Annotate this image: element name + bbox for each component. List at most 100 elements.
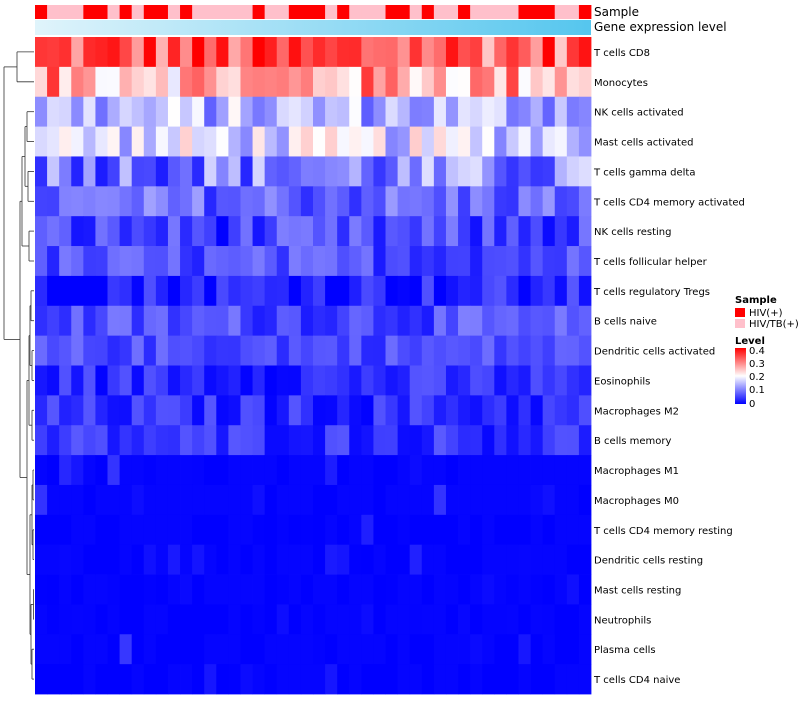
row-label: Dendritic cells resting	[594, 556, 703, 567]
heatmap-cell	[288, 246, 302, 277]
expression-annotation-label: Gene expression level	[594, 20, 727, 34]
row-label: T cells CD8	[593, 48, 650, 59]
heatmap-cell	[397, 246, 411, 277]
heatmap-cell	[506, 484, 519, 516]
heatmap-cell	[59, 156, 72, 187]
heatmap-cell	[530, 634, 544, 665]
heatmap-cell	[59, 634, 72, 665]
heatmap-cell	[59, 484, 72, 516]
heatmap-cell	[107, 246, 121, 277]
heatmap-cell	[421, 96, 435, 127]
heatmap-cell	[180, 634, 193, 665]
heatmap-cell	[204, 186, 217, 217]
heatmap-cell	[155, 96, 169, 127]
heatmap-cell	[566, 335, 580, 366]
heatmap-cell	[228, 275, 241, 307]
heatmap-cell	[554, 305, 568, 337]
heatmap-cell	[397, 275, 411, 307]
heatmap-cell	[397, 604, 411, 635]
heatmap-cell	[433, 664, 447, 695]
heatmap-cell	[180, 544, 193, 575]
heatmap-cell	[373, 365, 386, 396]
heatmap-cell	[131, 126, 145, 157]
heatmap-cell	[373, 544, 386, 575]
heatmap-cell	[204, 604, 217, 635]
heatmap-cell	[325, 455, 338, 486]
heatmap-cell	[506, 604, 519, 635]
heatmap-cell	[482, 37, 495, 68]
heatmap-cell	[506, 634, 519, 665]
heatmap-cell	[167, 514, 181, 546]
heatmap-cell	[131, 96, 145, 127]
heatmap-cell	[397, 156, 411, 187]
heatmap-cell	[240, 66, 253, 98]
heatmap-cell	[337, 544, 350, 575]
heatmap-cell	[518, 365, 531, 396]
heatmap-cell	[192, 126, 205, 157]
heatmap-cell	[204, 634, 217, 665]
heatmap-cell	[458, 425, 471, 456]
heatmap-cell	[264, 395, 278, 426]
heatmap-cell	[482, 604, 495, 635]
heatmap-cell	[530, 395, 544, 426]
heatmap-cell	[458, 216, 471, 247]
heatmap-cell	[349, 37, 362, 68]
heatmap-cell	[83, 425, 96, 456]
heatmap-cell	[373, 455, 386, 486]
heatmap-cell	[482, 96, 495, 127]
heatmap-cell	[409, 275, 423, 307]
heatmap-cell	[385, 604, 399, 635]
heatmap-cell	[264, 365, 278, 396]
heatmap-cell	[143, 186, 157, 217]
heatmap-cell	[385, 275, 399, 307]
heatmap-cell	[71, 425, 84, 456]
legend-swatch-hiv	[735, 308, 745, 317]
heatmap-cell	[361, 395, 374, 426]
heatmap-cell	[445, 455, 459, 486]
heatmap-cell	[47, 664, 60, 695]
heatmap-cell	[155, 275, 169, 307]
heatmap-cell	[131, 37, 145, 68]
heatmap-cell	[445, 514, 459, 546]
sample-cell	[506, 5, 519, 19]
heatmap-cell	[482, 186, 495, 217]
heatmap-cell	[566, 96, 580, 127]
heatmap-cell	[385, 156, 399, 187]
heatmap-cell	[155, 365, 169, 396]
heatmap-cell	[59, 455, 72, 486]
heatmap-cell	[59, 395, 72, 426]
heatmap-cell	[470, 664, 483, 695]
heatmap-cell	[518, 395, 531, 426]
heatmap-cell	[252, 634, 266, 665]
heatmap-cell	[107, 455, 121, 486]
heatmap-cell	[167, 186, 181, 217]
heatmap-cell	[252, 246, 266, 277]
heatmap-cell	[192, 395, 205, 426]
heatmap-cell	[566, 544, 580, 575]
heatmap-cell	[385, 455, 399, 486]
heatmap-cell	[518, 514, 531, 546]
heatmap-cell	[119, 66, 133, 98]
heatmap-cell	[482, 335, 495, 366]
heatmap-cell	[107, 156, 121, 187]
heatmap-cell	[385, 425, 399, 456]
heatmap-cell	[566, 216, 580, 247]
heatmap-cell	[216, 544, 229, 575]
sample-cell	[361, 5, 374, 19]
heatmap-cell	[180, 37, 193, 68]
heatmap-cell	[95, 574, 108, 605]
heatmap-cell	[313, 275, 326, 307]
heatmap-cell	[530, 455, 544, 486]
heatmap-cell	[566, 634, 580, 665]
heatmap-cell	[506, 574, 519, 605]
sample-cell	[180, 5, 193, 19]
heatmap-cell	[494, 96, 507, 127]
heatmap-cell	[83, 574, 96, 605]
heatmap-cell	[288, 395, 302, 426]
heatmap-cell	[470, 395, 483, 426]
heatmap-cell	[216, 634, 229, 665]
heatmap-cell	[445, 335, 459, 366]
heatmap-cell	[167, 126, 181, 157]
heatmap-cell	[433, 126, 447, 157]
heatmap-cell	[192, 425, 205, 456]
